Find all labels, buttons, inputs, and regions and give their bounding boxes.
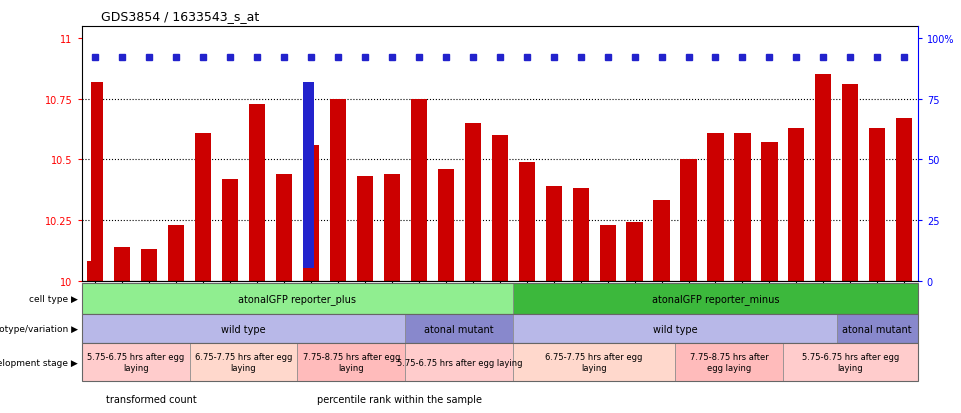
Bar [141, 249, 158, 281]
Bar [788, 128, 804, 281]
Text: atonalGFP reporter_minus: atonalGFP reporter_minus [652, 293, 779, 304]
Text: 6.75-7.75 hrs after egg
laying: 6.75-7.75 hrs after egg laying [195, 353, 292, 372]
Bar [837, 314, 918, 344]
Bar [842, 85, 858, 281]
Bar [653, 201, 670, 281]
Text: atonal mutant: atonal mutant [843, 324, 912, 334]
Bar [897, 119, 912, 281]
Bar [357, 177, 373, 281]
Bar [82, 283, 513, 314]
Bar [573, 189, 589, 281]
Bar [546, 187, 562, 281]
Text: percentile rank within the sample: percentile rank within the sample [317, 394, 482, 404]
Text: GDS3854 / 1633543_s_at: GDS3854 / 1633543_s_at [101, 10, 259, 23]
Text: 6.75-7.75 hrs after egg
laying: 6.75-7.75 hrs after egg laying [546, 353, 643, 372]
Bar [82, 344, 189, 381]
Text: atonal mutant: atonal mutant [425, 324, 494, 334]
Text: wild type: wild type [653, 324, 698, 334]
Bar [298, 344, 406, 381]
Text: 5.75-6.75 hrs after egg
laying: 5.75-6.75 hrs after egg laying [87, 353, 185, 372]
Bar [761, 143, 777, 281]
Bar [303, 145, 319, 281]
Text: 5.75-6.75 hrs after egg laying: 5.75-6.75 hrs after egg laying [397, 358, 522, 367]
Text: wild type: wild type [221, 324, 266, 334]
Text: 7.75-8.75 hrs after egg
laying: 7.75-8.75 hrs after egg laying [303, 353, 400, 372]
Text: atonalGFP reporter_plus: atonalGFP reporter_plus [238, 293, 357, 304]
Bar [869, 128, 885, 281]
Bar [492, 136, 507, 281]
Bar [249, 104, 265, 281]
Bar [513, 314, 837, 344]
Bar [410, 100, 427, 281]
Bar [680, 160, 697, 281]
Bar [513, 344, 675, 381]
Bar [627, 223, 643, 281]
Bar [783, 344, 918, 381]
Bar [513, 283, 918, 314]
Bar [276, 174, 292, 281]
Bar [406, 314, 513, 344]
Text: genotype/variation ▶: genotype/variation ▶ [0, 324, 78, 333]
Bar [82, 314, 406, 344]
Bar [707, 133, 724, 281]
Text: 5.75-6.75 hrs after egg
laying: 5.75-6.75 hrs after egg laying [801, 353, 899, 372]
Bar [465, 123, 480, 281]
Bar [437, 170, 454, 281]
Bar [87, 261, 103, 281]
Text: transformed count: transformed count [106, 394, 196, 404]
Bar [675, 344, 783, 381]
Bar [815, 75, 831, 281]
Bar [383, 174, 400, 281]
Text: development stage ▶: development stage ▶ [0, 358, 78, 367]
Bar [406, 344, 513, 381]
Bar [189, 344, 298, 381]
Bar [168, 225, 185, 281]
Bar [734, 133, 751, 281]
Bar [519, 162, 534, 281]
Bar [114, 247, 131, 281]
Bar [222, 179, 238, 281]
Text: 7.75-8.75 hrs after
egg laying: 7.75-8.75 hrs after egg laying [690, 353, 769, 372]
Bar [330, 100, 346, 281]
Bar [600, 225, 616, 281]
Text: cell type ▶: cell type ▶ [29, 294, 78, 303]
Bar [195, 133, 211, 281]
